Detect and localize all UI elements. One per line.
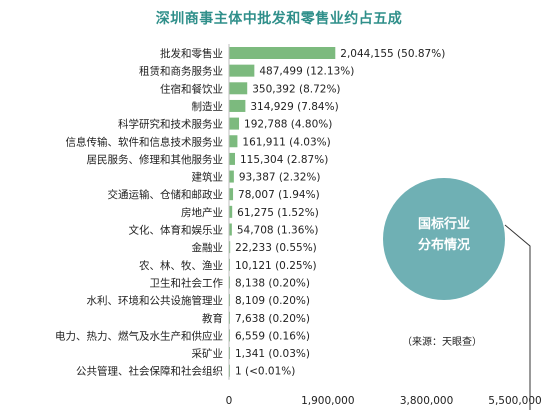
category-label: 批发和零售业 <box>160 47 223 60</box>
data-label: 7,638 (0.20%) <box>235 313 310 325</box>
data-label: 314,929 (7.84%) <box>250 101 338 113</box>
x-tick-label: 1,900,000 <box>301 395 354 407</box>
chart-title: 深圳商事主体中批发和零售业约占五成 <box>155 11 403 27</box>
bar <box>229 82 248 95</box>
data-label: 8,138 (0.20%) <box>235 277 310 289</box>
data-label: 1,341 (0.03%) <box>235 348 310 360</box>
data-label: 22,233 (0.55%) <box>235 242 317 254</box>
data-label: 8,109 (0.20%) <box>235 295 310 307</box>
data-label: 1 (<0.01%) <box>235 366 295 378</box>
category-label: 教育 <box>202 312 223 325</box>
data-label: 350,392 (8.72%) <box>252 83 340 95</box>
data-label: 61,275 (1.52%) <box>237 207 319 219</box>
category-label: 文化、体育和娱乐业 <box>129 224 224 237</box>
x-tick-label: 3,800,000 <box>400 395 453 407</box>
category-label: 居民服务、修理和其他服务业 <box>87 153 224 166</box>
source-note: （来源：天眼查） <box>402 337 482 348</box>
x-tick-label: 5,500,000 <box>488 395 541 407</box>
category-label: 卫生和社会工作 <box>150 276 224 289</box>
category-label: 公共管理、社会保障和社会组织 <box>76 365 223 378</box>
category-label: 金融业 <box>192 241 224 254</box>
category-label: 建筑业 <box>192 171 224 184</box>
data-label: 10,121 (0.25%) <box>235 260 317 272</box>
data-label: 93,387 (2.32%) <box>239 172 321 184</box>
callout-text: 国标行业 分布情况 <box>383 214 505 256</box>
callout-line-1: 国标行业 <box>417 217 470 232</box>
category-label: 制造业 <box>192 100 224 113</box>
callout-connector-line <box>504 224 531 410</box>
bar <box>229 47 336 59</box>
data-label: 2,044,155 (50.87%) <box>340 48 445 60</box>
data-label: 161,911 (4.03%) <box>242 136 330 148</box>
category-label: 信息传输、软件和信息技术服务业 <box>66 135 224 148</box>
data-label: 487,499 (12.13%) <box>259 66 354 78</box>
bar <box>229 205 233 218</box>
category-label: 住宿和餐饮业 <box>160 82 223 95</box>
bar <box>229 241 231 254</box>
bar <box>229 152 235 165</box>
bar <box>229 117 240 130</box>
bar <box>229 99 246 112</box>
data-label: 192,788 (4.80%) <box>244 119 332 131</box>
data-label: 6,559 (0.16%) <box>235 330 310 342</box>
category-label: 水利、环境和公共设施管理业 <box>87 294 224 307</box>
category-label: 农、林、牧、渔业 <box>139 259 223 272</box>
bar <box>229 188 234 201</box>
category-label: 电力、热力、燃气及水生产和供应业 <box>55 329 223 342</box>
data-label: 78,007 (1.94%) <box>238 189 320 201</box>
category-label: 租赁和商务服务业 <box>139 65 223 78</box>
x-tick-label: 0 <box>226 395 233 407</box>
category-callout-bubble: 国标行业 分布情况 <box>383 178 505 300</box>
bar <box>229 64 255 77</box>
callout-line-2: 分布情况 <box>417 238 470 253</box>
bar <box>229 170 234 183</box>
category-label: 交通运输、仓储和邮政业 <box>108 188 224 201</box>
bar <box>229 223 232 236</box>
category-label: 科学研究和技术服务业 <box>118 118 223 131</box>
bar <box>229 135 238 148</box>
data-label: 54,708 (1.36%) <box>237 225 319 237</box>
category-label: 房地产业 <box>181 206 223 219</box>
category-label: 采矿业 <box>192 347 224 360</box>
data-label: 115,304 (2.87%) <box>240 154 328 166</box>
